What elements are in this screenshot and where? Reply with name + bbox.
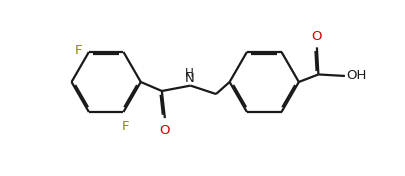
Text: H: H <box>185 67 194 80</box>
Text: N: N <box>185 72 194 85</box>
Text: OH: OH <box>346 70 367 83</box>
Text: O: O <box>160 124 170 137</box>
Text: O: O <box>312 30 322 43</box>
Text: F: F <box>75 44 82 57</box>
Text: F: F <box>122 120 130 133</box>
